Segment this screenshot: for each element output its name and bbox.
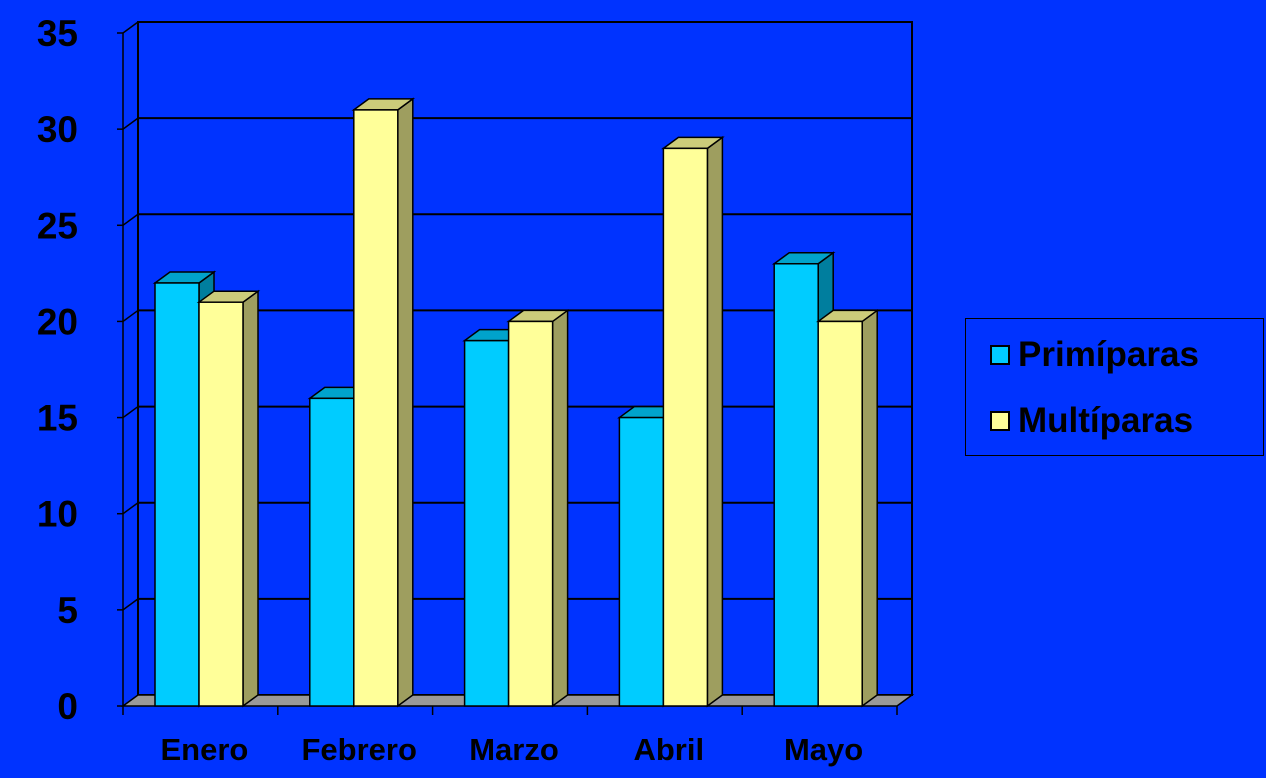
chart-legend: Primíparas Multíparas bbox=[965, 318, 1264, 456]
y-tick-label: 10 bbox=[37, 494, 78, 535]
gridline-side bbox=[122, 117, 139, 130]
bar-side bbox=[242, 289, 259, 708]
bar-side bbox=[397, 97, 414, 708]
x-tick-label: Marzo bbox=[469, 732, 559, 767]
legend-item-multiparas: Multíparas bbox=[990, 401, 1193, 441]
bar bbox=[154, 282, 200, 707]
legend-label-multiparas: Multíparas bbox=[1018, 401, 1194, 440]
legend-swatch-primiparas bbox=[990, 345, 1010, 365]
bar-side bbox=[706, 135, 724, 708]
bar bbox=[463, 339, 510, 707]
bar bbox=[353, 109, 399, 707]
bar bbox=[618, 416, 665, 707]
gridline-side bbox=[122, 405, 139, 419]
gridline-side bbox=[122, 598, 139, 611]
bar bbox=[198, 301, 244, 707]
bar bbox=[507, 320, 554, 707]
y-tick-label: 20 bbox=[37, 301, 78, 342]
x-tick-label: Enero bbox=[160, 732, 248, 767]
gridline-side bbox=[122, 21, 139, 34]
y-tick-label: 35 bbox=[37, 13, 78, 54]
gridline-side bbox=[122, 309, 139, 323]
bar-side bbox=[551, 308, 569, 708]
bar bbox=[773, 262, 819, 707]
gridline-side bbox=[122, 502, 139, 515]
x-tick-label: Febrero bbox=[301, 732, 416, 767]
legend-item-primiparas: Primíparas bbox=[990, 335, 1199, 375]
legend-label-primiparas: Primíparas bbox=[1018, 335, 1199, 374]
bar bbox=[817, 320, 863, 707]
x-tick-label: Mayo bbox=[784, 732, 863, 767]
y-tick-label: 15 bbox=[37, 398, 78, 439]
y-tick-label: 25 bbox=[37, 205, 78, 246]
legend-swatch-multiparas bbox=[990, 411, 1010, 431]
bar bbox=[309, 397, 355, 707]
x-tick-label: Abril bbox=[633, 732, 704, 767]
bar-side bbox=[861, 308, 878, 708]
gridline-side bbox=[122, 213, 139, 226]
y-tick-label: 30 bbox=[37, 109, 78, 150]
y-tick-label: 0 bbox=[57, 686, 78, 727]
y-tick-label: 5 bbox=[57, 590, 78, 631]
bar bbox=[662, 147, 709, 707]
